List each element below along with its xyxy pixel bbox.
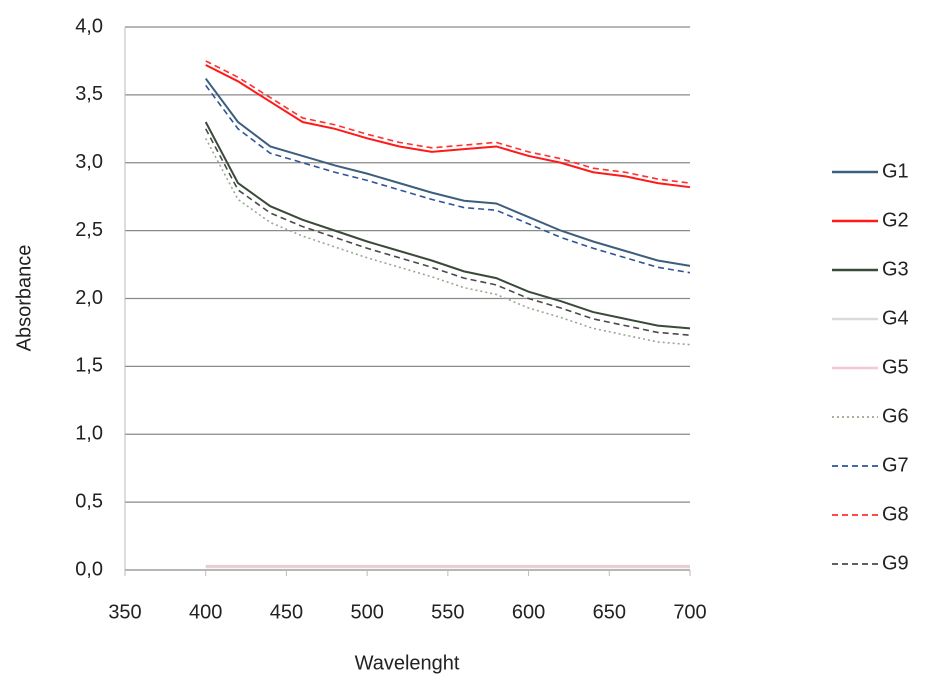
x-tick-label: 350 — [108, 601, 141, 623]
series-line — [205, 128, 691, 336]
x-tick-label: 550 — [431, 601, 464, 623]
series-line — [205, 84, 691, 274]
legend-label: G4 — [882, 307, 909, 329]
series-line — [204, 121, 691, 330]
x-axis-label: Wavelenght — [355, 652, 460, 674]
x-tick-label: 650 — [593, 601, 626, 623]
x-tick-label: 500 — [350, 601, 383, 623]
legend-label: G5 — [882, 356, 909, 378]
legend-label: G3 — [882, 258, 909, 280]
y-tick-label: 4,0 — [75, 15, 103, 37]
y-tick-label: 3,5 — [75, 83, 103, 105]
series-line — [205, 64, 691, 189]
x-tick-label: 400 — [189, 601, 222, 623]
y-tick-label: 1,0 — [75, 423, 103, 445]
y-tick-label: 1,5 — [75, 355, 103, 377]
y-tick-label: 2,5 — [75, 219, 103, 241]
legend-label: G8 — [882, 503, 909, 525]
y-axis-label: Absorbance — [13, 245, 35, 352]
legend-label: G7 — [882, 454, 909, 476]
y-tick-label: 2,0 — [75, 287, 103, 309]
series-line — [205, 137, 691, 346]
x-tick-label: 600 — [512, 601, 545, 623]
legend-label: G2 — [882, 209, 909, 231]
x-tick-label: 700 — [673, 601, 706, 623]
legend-label: G6 — [882, 405, 909, 427]
x-tick-label: 450 — [270, 601, 303, 623]
y-tick-label: 0,0 — [75, 558, 103, 580]
y-tick-label: 3,0 — [75, 151, 103, 173]
series-line — [205, 60, 691, 184]
legend-label: G9 — [882, 552, 909, 574]
legend-label: G1 — [882, 160, 909, 182]
y-tick-label: 0,5 — [75, 490, 103, 512]
series-line — [204, 77, 691, 267]
